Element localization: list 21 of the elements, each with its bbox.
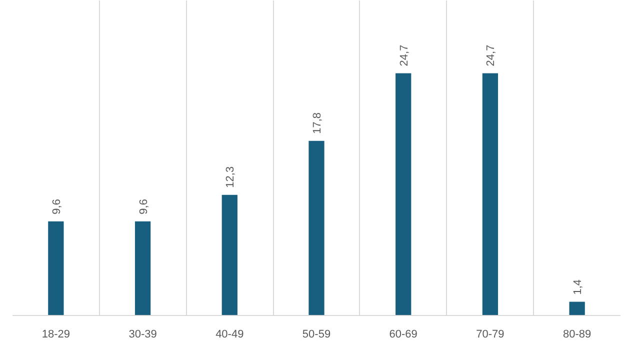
data-label: 9,6 [50, 199, 63, 214]
bar [396, 73, 412, 316]
x-tick-label: 80-89 [563, 328, 592, 340]
data-label: 12,3 [224, 166, 237, 188]
bar [222, 194, 238, 316]
x-tick-label: 70-79 [476, 328, 504, 340]
bar [569, 302, 585, 316]
data-label: 24,7 [398, 44, 410, 66]
bar [134, 221, 151, 316]
data-label: 1,4 [572, 279, 584, 295]
x-tick-label: 50-59 [302, 328, 331, 340]
data-label: 24,7 [485, 44, 498, 66]
x-tick-label: 30-39 [128, 328, 157, 340]
x-tick-label: 60-69 [389, 328, 418, 340]
data-label: 17,8 [312, 112, 324, 134]
x-tick-label: 18-29 [42, 328, 70, 340]
bar [482, 73, 498, 316]
data-label: 9,6 [138, 199, 150, 214]
bar [48, 221, 64, 316]
bar [308, 140, 324, 316]
x-tick-label: 40-49 [216, 328, 244, 340]
